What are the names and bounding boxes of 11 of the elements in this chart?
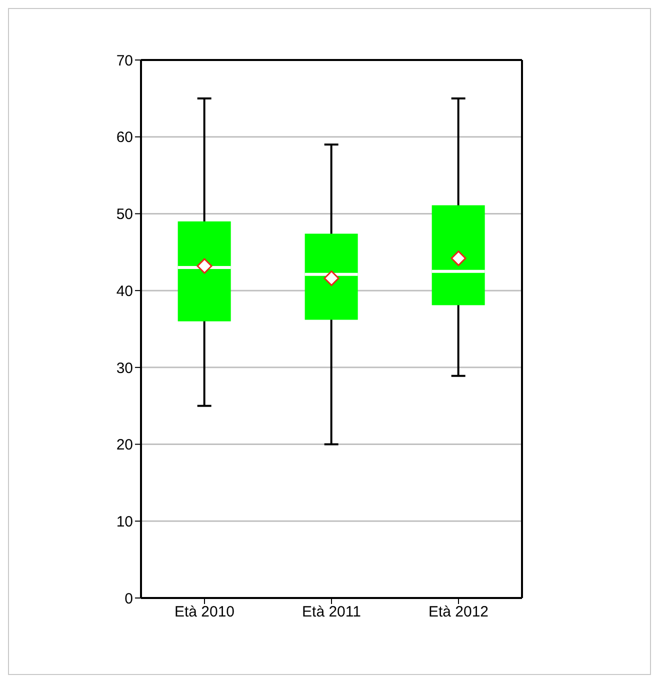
y-tick-label: 30 xyxy=(116,360,133,377)
y-tick-label: 70 xyxy=(116,52,133,70)
x-tick-label: Età 2010 xyxy=(174,604,235,621)
x-tick-label: Età 2012 xyxy=(428,604,489,621)
y-tick-label: 60 xyxy=(116,129,133,146)
x-tick-label: Età 2011 xyxy=(302,604,361,621)
y-tick-label: 0 xyxy=(124,590,133,608)
y-tick-label: 40 xyxy=(116,282,133,300)
y-tick-label: 10 xyxy=(116,513,133,530)
y-tick-label: 50 xyxy=(116,206,133,224)
y-tick-label: 20 xyxy=(116,436,133,454)
